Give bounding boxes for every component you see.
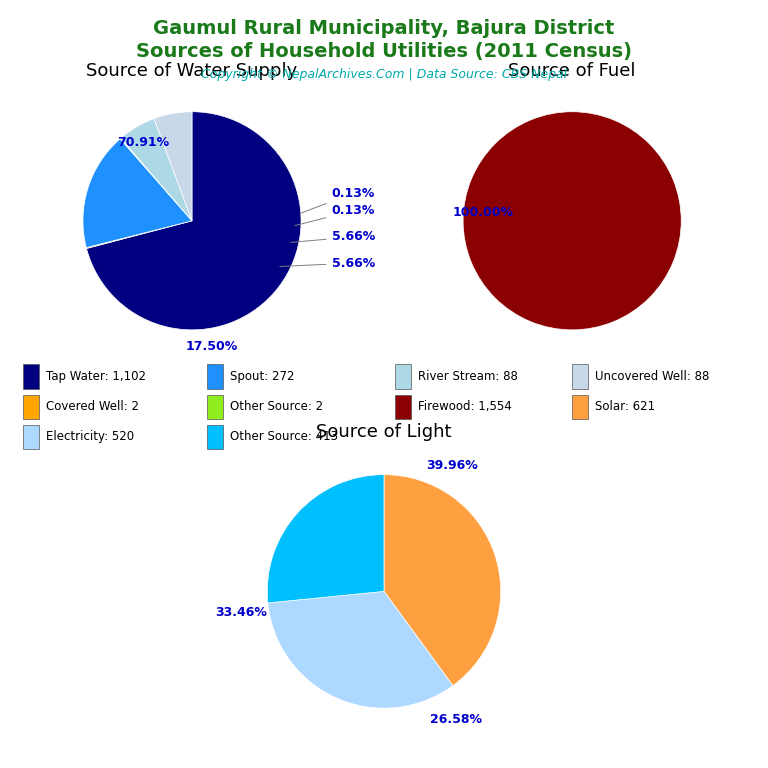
- Bar: [395, 365, 411, 389]
- Text: 5.66%: 5.66%: [280, 257, 375, 270]
- Text: 39.96%: 39.96%: [425, 458, 478, 472]
- Wedge shape: [83, 139, 192, 247]
- Bar: [207, 365, 223, 389]
- Title: Source of Light: Source of Light: [316, 423, 452, 441]
- Text: Copyright © NepalArchives.Com | Data Source: CBS Nepal: Copyright © NepalArchives.Com | Data Sou…: [201, 68, 567, 81]
- Wedge shape: [463, 111, 681, 330]
- Bar: [571, 395, 588, 419]
- Text: 100.00%: 100.00%: [452, 206, 513, 219]
- Bar: [571, 365, 588, 389]
- Wedge shape: [120, 138, 192, 221]
- Text: Sources of Household Utilities (2011 Census): Sources of Household Utilities (2011 Cen…: [136, 42, 632, 61]
- Text: 26.58%: 26.58%: [430, 713, 482, 727]
- Text: Firewood: 1,554: Firewood: 1,554: [418, 400, 511, 413]
- Text: Solar: 621: Solar: 621: [594, 400, 655, 413]
- Text: 0.13%: 0.13%: [300, 187, 375, 214]
- Bar: [207, 425, 223, 449]
- Text: River Stream: 88: River Stream: 88: [418, 370, 518, 383]
- Bar: [207, 395, 223, 419]
- Text: Uncovered Well: 88: Uncovered Well: 88: [594, 370, 709, 383]
- Text: Gaumul Rural Municipality, Bajura District: Gaumul Rural Municipality, Bajura Distri…: [154, 19, 614, 38]
- Text: Tap Water: 1,102: Tap Water: 1,102: [46, 370, 146, 383]
- Text: Electricity: 520: Electricity: 520: [46, 430, 134, 443]
- Text: Other Source: 2: Other Source: 2: [230, 400, 323, 413]
- Wedge shape: [384, 475, 501, 686]
- Wedge shape: [87, 111, 301, 329]
- Text: 0.13%: 0.13%: [295, 204, 375, 226]
- Title: Source of Water Supply: Source of Water Supply: [86, 62, 298, 80]
- Wedge shape: [154, 111, 192, 221]
- Text: 33.46%: 33.46%: [216, 606, 267, 619]
- Bar: [395, 395, 411, 419]
- Bar: [23, 365, 39, 389]
- Wedge shape: [121, 118, 192, 221]
- Text: Spout: 272: Spout: 272: [230, 370, 295, 383]
- Text: 17.50%: 17.50%: [186, 339, 238, 353]
- Text: 5.66%: 5.66%: [291, 230, 375, 243]
- Text: Other Source: 413: Other Source: 413: [230, 430, 338, 443]
- Text: Covered Well: 2: Covered Well: 2: [46, 400, 139, 413]
- Wedge shape: [86, 221, 192, 249]
- Bar: [23, 395, 39, 419]
- Wedge shape: [268, 591, 453, 708]
- Wedge shape: [267, 475, 384, 603]
- Text: 70.91%: 70.91%: [117, 136, 169, 149]
- Title: Source of Fuel: Source of Fuel: [508, 62, 636, 80]
- Bar: [23, 425, 39, 449]
